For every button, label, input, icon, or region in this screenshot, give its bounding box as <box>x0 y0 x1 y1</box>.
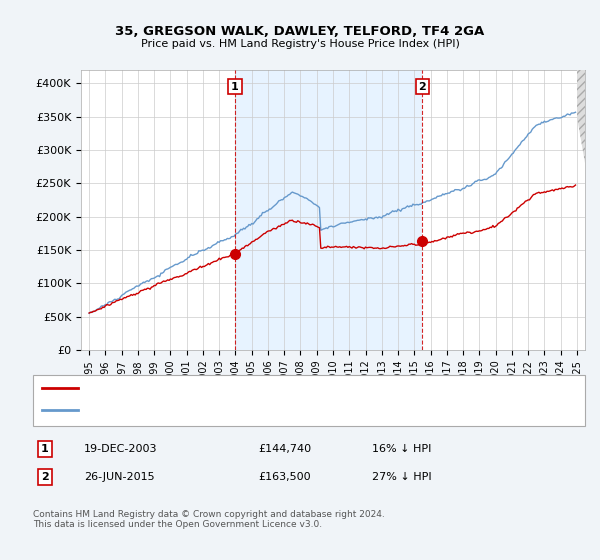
Text: £163,500: £163,500 <box>258 472 311 482</box>
Text: HPI: Average price, detached house, Telford and Wrekin: HPI: Average price, detached house, Telf… <box>84 405 374 415</box>
Polygon shape <box>577 70 585 164</box>
Text: 2: 2 <box>418 82 426 92</box>
Text: 1: 1 <box>41 444 49 454</box>
Text: 16% ↓ HPI: 16% ↓ HPI <box>372 444 431 454</box>
Text: Contains HM Land Registry data © Crown copyright and database right 2024.
This d: Contains HM Land Registry data © Crown c… <box>33 510 385 529</box>
Text: Price paid vs. HM Land Registry's House Price Index (HPI): Price paid vs. HM Land Registry's House … <box>140 39 460 49</box>
Text: £144,740: £144,740 <box>258 444 311 454</box>
Text: 35, GREGSON WALK, DAWLEY, TELFORD, TF4 2GA (detached house): 35, GREGSON WALK, DAWLEY, TELFORD, TF4 2… <box>84 382 439 393</box>
Text: 19-DEC-2003: 19-DEC-2003 <box>84 444 157 454</box>
Bar <box>235 70 422 350</box>
Text: 1: 1 <box>231 82 239 92</box>
Text: 2: 2 <box>41 472 49 482</box>
Text: 26-JUN-2015: 26-JUN-2015 <box>84 472 155 482</box>
Text: 27% ↓ HPI: 27% ↓ HPI <box>372 472 431 482</box>
Text: 35, GREGSON WALK, DAWLEY, TELFORD, TF4 2GA: 35, GREGSON WALK, DAWLEY, TELFORD, TF4 2… <box>115 25 485 38</box>
